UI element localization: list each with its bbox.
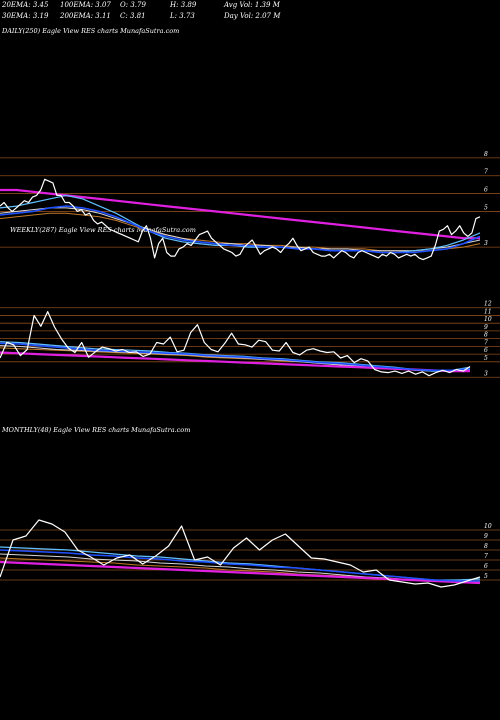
daily-tick-label: 5 [484, 204, 488, 211]
daily-tick-label: 6 [484, 187, 488, 194]
monthly-ema-magenta-line [0, 560, 481, 585]
weekly-price-line [0, 311, 471, 377]
weekly-tick-label: 9 [484, 324, 488, 331]
monthly-tick-label: 10 [484, 523, 492, 530]
weekly-ema-blue-line [0, 342, 471, 372]
stat-high: H: 3.89 [170, 1, 197, 9]
monthly-tick-label: 8 [484, 543, 488, 550]
monthly-tick-label: 7 [484, 553, 488, 560]
weekly-tick-label: 5 [484, 355, 488, 362]
monthly-tick-label: 5 [484, 573, 488, 580]
monthly-ema-blue-line [0, 549, 480, 582]
monthly-price-line [0, 519, 481, 588]
daily-chart-title: DAILY(250) Eagle View RES charts MunafaS… [2, 27, 180, 35]
stat-open: O: 3.79 [120, 1, 146, 9]
monthly-tick-label: 9 [484, 533, 488, 540]
daily-tick-label: 7 [484, 169, 488, 176]
monthly-ema-lightblue-line [0, 546, 481, 581]
stat-day-vol: Day Vol: 2.07 M [224, 12, 281, 20]
stat-low: L: 3.73 [170, 12, 195, 20]
stat-close: C: 3.81 [120, 12, 146, 20]
monthly-chart-title: MONTHLY(48) Eagle View RES charts Munafa… [2, 426, 191, 434]
daily-price-line [0, 178, 481, 261]
stat-ema200: 200EMA: 3.11 [60, 12, 111, 20]
daily-panel: 3 5 6 7 8 [0, 151, 500, 261]
weekly-tick-label: 12 [484, 301, 492, 308]
weekly-tick-label: 6 [484, 347, 488, 354]
weekly-tick-label: 3 [484, 370, 488, 377]
stat-avg-vol: Avg Vol: 1.39 M [224, 1, 280, 9]
weekly-tick-label: 11 [484, 308, 492, 315]
daily-ema-blue-line [0, 205, 481, 254]
monthly-tick-label: 6 [484, 563, 488, 570]
stat-ema30: 30EMA: 3.19 [2, 12, 49, 20]
stat-ema100: 100EMA: 3.07 [60, 1, 111, 9]
weekly-ema-magenta-line [0, 351, 470, 373]
weekly-tick-label: 7 [484, 339, 488, 346]
weekly-tick-label: 10 [484, 316, 492, 323]
daily-tick-label: 8 [484, 151, 488, 158]
monthly-panel: 5 6 7 8 9 10 [0, 519, 500, 588]
stat-ema20: 20EMA: 3.45 [2, 1, 49, 9]
weekly-tick-label: 8 [484, 332, 488, 339]
daily-ema-magenta-line [0, 188, 480, 240]
daily-ema-white-line [0, 207, 481, 252]
daily-tick-label: 3 [484, 240, 488, 247]
weekly-chart-title: WEEKLY(287) Eagle View RES charts Munafa… [10, 226, 196, 234]
